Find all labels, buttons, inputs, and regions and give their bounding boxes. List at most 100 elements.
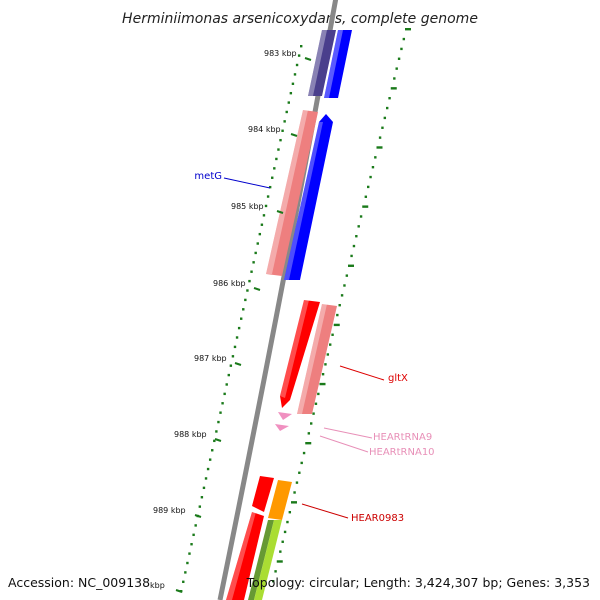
gc-dot (388, 97, 391, 100)
gc-dot (357, 225, 360, 228)
gene-label-HEARtRNA10[interactable]: HEARtRNA10 (369, 447, 435, 458)
gc-dot (281, 540, 284, 543)
gc-dot (273, 167, 276, 170)
gene-feature[interactable] (226, 512, 264, 600)
gc-dot (343, 284, 346, 287)
ruler-tick-label: 984 kbp (248, 125, 281, 134)
gc-dot (219, 411, 222, 414)
gc-dot (300, 45, 303, 48)
gc-dot (319, 382, 326, 386)
gc-dot (215, 430, 218, 433)
gene-metG[interactable] (284, 114, 333, 280)
ruler-major-tick (253, 287, 261, 291)
gc-dot (242, 308, 245, 311)
gene-label-HEAR0983[interactable]: HEAR0983 (351, 513, 404, 524)
gc-dot (289, 91, 293, 95)
gc-dot (283, 530, 287, 534)
gc-dot (329, 343, 332, 346)
gene-gltX[interactable] (280, 300, 320, 408)
gene-feature[interactable] (268, 480, 292, 520)
gc-dot (244, 298, 247, 302)
gc-dot (250, 270, 253, 273)
gc-dot (271, 176, 274, 179)
gc-dot (295, 481, 299, 484)
accession-text: Accession: NC_009138 (8, 575, 150, 590)
gc-dot (208, 458, 212, 461)
gc-dot (326, 353, 330, 356)
gene-feature (266, 110, 308, 274)
gc-dot (276, 560, 283, 563)
gc-dot (233, 345, 237, 349)
gene-feature (226, 512, 256, 600)
gene-label-HEARtRNA9[interactable]: HEARtRNA9 (373, 432, 432, 443)
gene-label-leaders (223, 177, 385, 519)
gene-feature (297, 304, 327, 414)
gc-dot (383, 116, 387, 120)
gc-dot (297, 54, 301, 57)
gc-dot (225, 383, 228, 386)
gc-dot (397, 57, 401, 60)
gene-label-gltX[interactable]: gltX (388, 373, 408, 384)
gc-dot (381, 126, 384, 129)
gene-feature[interactable] (248, 520, 274, 600)
gc-dot (390, 87, 397, 90)
gc-dot (302, 451, 306, 455)
ruler-tick-label: kbp (150, 581, 165, 590)
gc-dot (192, 533, 195, 537)
gene-feature[interactable] (266, 110, 318, 276)
gc-dot (336, 313, 339, 317)
gc-dot (352, 244, 356, 248)
gene-label-metG[interactable]: metG (194, 171, 222, 182)
gc-dot (274, 570, 277, 573)
gc-dot (305, 442, 312, 445)
gene-feature (284, 122, 323, 280)
gc-dot (256, 242, 259, 245)
gc-dot (359, 215, 363, 218)
gc-dot (369, 175, 372, 179)
gene-feature (280, 300, 309, 398)
gc-dot (300, 461, 303, 465)
gc-dot (184, 571, 187, 574)
gc-dot (285, 110, 288, 114)
gc-dot (345, 274, 349, 277)
gene-HEARtRNA10[interactable] (275, 424, 289, 431)
gc-dot (367, 185, 370, 189)
ruler-tick-label: 989 kbp (153, 506, 186, 515)
gc-dot (211, 449, 214, 452)
gc-dot (350, 254, 353, 258)
gene-feature[interactable] (297, 304, 337, 414)
ruler-tick-label: 983 kbp (264, 49, 297, 58)
map-title: Herminiimonas arsenicoxydans, complete g… (122, 11, 478, 27)
gc-dot (194, 524, 197, 527)
gene-feature (308, 30, 327, 96)
genome-backbone (217, 0, 339, 600)
gc-dot (266, 195, 270, 198)
gc-dot (229, 364, 233, 367)
ruler-tick-label: 985 kbp (231, 202, 264, 211)
gc-dot (217, 420, 220, 424)
gc-dot (293, 73, 297, 76)
gc-dot (317, 392, 320, 396)
gene-feature[interactable] (254, 520, 282, 600)
gc-dot (258, 232, 262, 236)
gc-dot (331, 333, 334, 336)
gc-dot (264, 204, 268, 208)
gc-dot (200, 496, 204, 499)
gc-dot (281, 129, 284, 132)
gc-dot (295, 63, 299, 67)
gc-dot (293, 491, 296, 494)
gc-dot (395, 67, 398, 70)
gene-HEAR0983[interactable] (252, 476, 274, 512)
gc-dot (260, 223, 264, 226)
gc-dot (246, 289, 249, 292)
gc-dot (268, 185, 272, 189)
gc-dot (374, 156, 377, 159)
gc-dot (279, 138, 282, 142)
ruler-major-tick (175, 589, 183, 593)
gc-dot (206, 467, 210, 471)
ruler-tick-label: 988 kbp (174, 430, 207, 439)
gene-HEARtRNA9[interactable] (278, 412, 292, 420)
gene-feature[interactable] (324, 30, 352, 98)
gene-feature[interactable] (308, 30, 336, 96)
